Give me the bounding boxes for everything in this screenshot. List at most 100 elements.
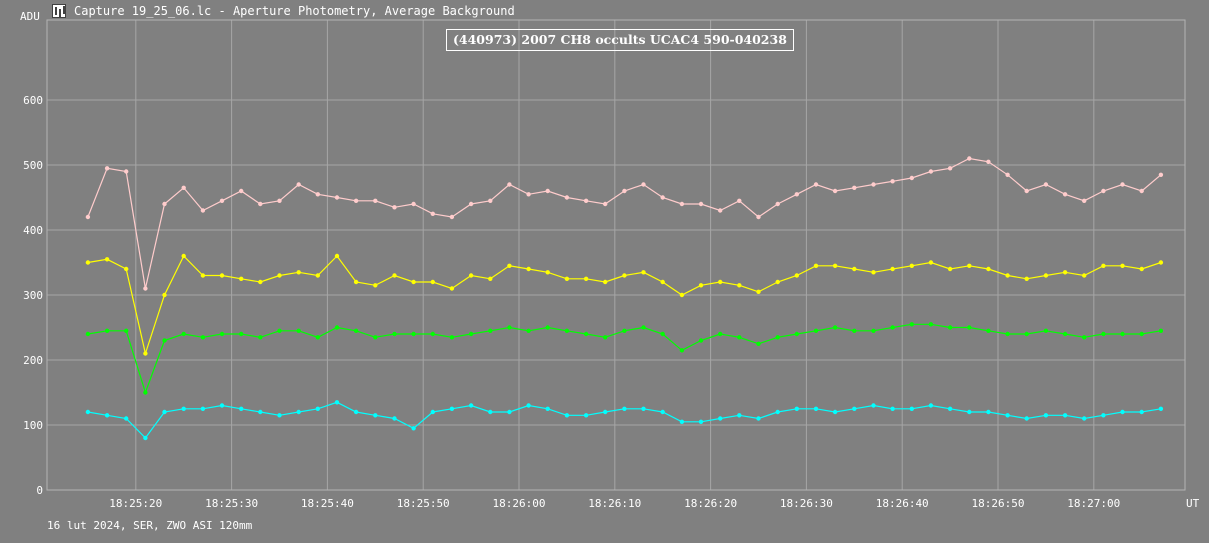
series-1-point [526, 266, 531, 272]
series-1-point [928, 260, 934, 265]
series-0-point [392, 205, 397, 210]
series-3-point [622, 406, 627, 411]
series-1-point [1101, 263, 1106, 268]
series-2-point [143, 390, 148, 395]
series-0-point [449, 214, 455, 220]
y-axis-label: ADU [20, 10, 40, 23]
series-3-point [449, 406, 455, 411]
series-2-point [104, 328, 110, 333]
series-2-point [890, 325, 895, 330]
series-1-point [794, 273, 799, 278]
series-2-point [718, 331, 723, 337]
series-1-point [871, 270, 876, 275]
series-1-point [258, 279, 263, 285]
series-0-point [871, 182, 876, 187]
series-2-point [181, 331, 186, 337]
series-3-point [871, 403, 876, 408]
y-tick-label: 0 [36, 484, 43, 497]
series-1-point [832, 263, 838, 268]
series-1-point [698, 283, 704, 288]
series-3-point [737, 413, 742, 418]
series-2-point [622, 328, 627, 333]
series-3-point [909, 406, 914, 411]
x-tick-label: 18:26:00 [493, 497, 546, 510]
series-2-point [986, 328, 991, 333]
series-3-point [775, 409, 780, 415]
series-2-point [737, 335, 742, 340]
series-2-point [967, 325, 972, 330]
series-2-point [200, 335, 206, 340]
series-2-point [1005, 331, 1010, 337]
series-0-point [641, 182, 646, 187]
series-2-point [353, 328, 359, 333]
series-0-point [928, 169, 934, 174]
series-3-point [392, 416, 397, 421]
series-3-point [1101, 413, 1106, 418]
series-2-point [1139, 331, 1144, 337]
series-1-point [200, 273, 206, 278]
series-3-point [526, 403, 531, 408]
series-2-point [296, 328, 301, 333]
series-3-point [200, 406, 206, 411]
series-0-point [104, 166, 110, 171]
series-0-point [1158, 172, 1164, 177]
series-0-point [258, 201, 263, 207]
series-3-point [564, 413, 570, 418]
capture-info: 16 lut 2024, SER, ZWO ASI 120mm [47, 519, 253, 532]
series-2-point [1101, 331, 1106, 337]
series-0-point [1082, 198, 1087, 203]
series-2-point [660, 331, 665, 337]
series-1-point [947, 266, 953, 272]
series-2-line [87, 323, 1161, 395]
series-3-point [641, 406, 646, 411]
series-1-line [87, 254, 1162, 356]
y-tick-label: 400 [23, 224, 43, 237]
series-3-point [890, 406, 895, 411]
series-0-point [564, 195, 570, 200]
series-0-point [718, 208, 723, 213]
x-tick-label: 18:25:40 [301, 497, 354, 510]
series-0-point [162, 201, 167, 207]
series-1-point [622, 273, 627, 278]
series-1-point [488, 276, 493, 281]
series-1-point [162, 292, 167, 298]
series-0-point [603, 201, 608, 207]
series-2-point [124, 328, 129, 333]
series-3-point [258, 409, 263, 415]
series-0-point [315, 192, 320, 197]
series-3-point [852, 406, 857, 411]
series-2-point [813, 328, 819, 333]
series-1-point [660, 279, 665, 285]
series-1-point [1139, 266, 1144, 272]
series-0-point [852, 185, 857, 190]
series-2-point [1158, 328, 1164, 333]
series-3-point [104, 413, 110, 418]
series-0-point [545, 188, 550, 194]
series-1-point [430, 279, 435, 285]
series-1-point [104, 257, 110, 262]
series-3-point [143, 435, 148, 441]
series-0-point [334, 195, 340, 200]
series-2-point [909, 322, 914, 327]
series-3-point [334, 400, 340, 405]
series-3-point [986, 409, 991, 415]
series-3-point [353, 409, 359, 415]
series-1-point [334, 253, 340, 259]
x-tick-label: 18:26:40 [876, 497, 929, 510]
series-3-point [124, 416, 129, 421]
series-0-point [1043, 182, 1049, 187]
series-0-point [124, 169, 129, 174]
series-1-point [603, 279, 608, 285]
series-1-point [1043, 273, 1049, 278]
series-3-point [1120, 409, 1125, 415]
series-0-point [1062, 192, 1068, 197]
series-0-point [909, 175, 914, 181]
series-2-point [583, 331, 589, 337]
series-1-point [507, 263, 512, 268]
series-0-point [775, 201, 780, 207]
series-1-point [392, 273, 397, 278]
series-3-point [1005, 413, 1010, 418]
series-2-point [411, 331, 416, 337]
series-3-point [1082, 416, 1087, 421]
